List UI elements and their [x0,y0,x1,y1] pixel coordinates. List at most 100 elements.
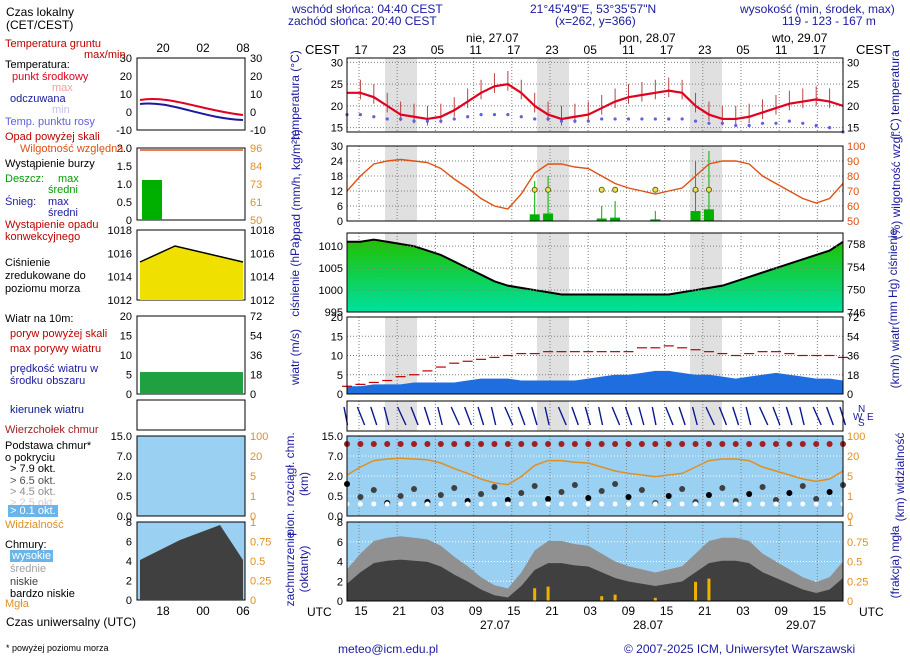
night-band-dir-1 [537,401,569,431]
bottom-hour-0: 15 [354,604,368,618]
legend-rain-sample [142,180,162,220]
cloudtop-12 [504,441,511,447]
dew-point-5 [412,119,416,123]
cloudtop-21 [625,441,632,447]
legend-wind-tick-left-2: 10 [120,350,132,362]
dew-point-27 [707,121,711,125]
dew-point-12 [506,112,510,117]
cloudtop-35 [813,441,820,447]
dew-point-24 [667,117,671,121]
legend-cl-tick-left-0: 8 [126,517,132,529]
precip-tick-left-5: 0 [337,216,343,228]
cloudbase-low-33 [786,501,792,507]
pressure-line [347,238,844,296]
precip-tick-right-1: 90 [847,156,859,168]
day-label-3: wto, 29.07 [772,31,828,45]
dew-point-19 [600,117,604,121]
top-hour-8: 17 [660,43,674,57]
legend-temp-tick-left-4: -10 [116,125,132,137]
bottom-hour-5: 21 [545,604,559,618]
night-band-precip-1 [537,146,569,221]
legend-snow-max: max [48,196,69,208]
storm-marker-15 [545,186,552,193]
legend-cb-tick-right-4: 0 [250,511,256,523]
legend-wind-tick-right-3: 18 [250,370,262,382]
cloudtop-19 [598,441,605,447]
cloudbase-low-19 [599,501,605,507]
legend-precip-tick-right-0: 96 [250,143,262,155]
storm-marker-26 [692,186,699,193]
cloudbase-low-10 [478,501,484,507]
cl-tick-right-3: 0.25 [847,576,868,588]
legend-temp-tick-right-3: 0 [250,107,256,119]
cl-tick-right-0: 1 [847,517,853,529]
axis-wind-left: wiatr (m/s) [288,329,302,385]
cloudbase-low-14 [532,501,538,507]
precip-tick-right-0: 100 [847,141,865,153]
legend-mid: punkt środkowy [12,71,89,83]
dew-point-18 [586,119,590,123]
wind-tick-left-0: 20 [331,312,343,324]
legend-cl-tick-right-2: 0.5 [250,556,265,568]
dew-point-15 [546,117,550,121]
legend-over-scale: Opad powyżej skali [5,131,100,143]
cloudbase-low-31 [760,501,766,507]
legend-cb-tick-right-3: 1 [250,491,256,503]
dew-point-11 [492,112,497,117]
legend-temp-tick-left-0: 30 [120,53,132,65]
top-hour-3: 11 [469,43,482,57]
legend-cl-tick-left-2: 4 [126,556,132,568]
dew-point-21 [626,117,631,121]
legend-direction: kierunek wiatru [10,404,84,416]
dew-point-31 [760,121,765,125]
storm-marker-14 [531,186,538,193]
legend-storm: Wystąpienie burzy [5,158,95,170]
legend-wind-tick-left-4: 0 [126,389,132,401]
cloudbase-low-15 [545,501,551,507]
bottom-hour-11: 09 [775,604,789,618]
legend-rain: Deszcz: [5,173,45,185]
top-hour-4: 17 [507,43,521,57]
cloudbase-21 [625,494,632,500]
precip-tick-right-3: 70 [847,186,859,198]
top-hour-12: 17 [813,43,827,57]
dew-point-36 [827,126,832,130]
legend-wind-tick-left-3: 5 [126,370,132,382]
legend-bottom-hour-1: 00 [196,604,210,618]
cloudbase-low-18 [585,501,591,507]
wind-arrow-28 [718,406,728,426]
cloudbase-34 [799,483,806,489]
legend-cloudbase: Podstawa chmur* o pokryciu [5,440,92,464]
top-hour-5: 23 [545,43,559,57]
legend-precip-tick-left-1: 1.5 [117,161,132,173]
wind-arrow-26 [691,406,698,426]
cloudtop-1 [357,441,364,447]
cb-tick-left-3: 0.5 [328,491,343,503]
legend-cl-tick-left-1: 6 [126,537,132,549]
cloudbase-10 [478,491,485,497]
coords-label: 21°45'49"E, 53°35'57"N [530,2,657,16]
sunrise-label: wschód słońca: 04:40 CEST [292,2,443,16]
legend-press-tick-right-3: 1012 [250,295,274,307]
fog-bar-14 [533,588,537,601]
legend-cb-tick-right-2: 5 [250,471,256,483]
fog-bar-20 [613,594,617,601]
dew-point-34 [801,121,805,125]
legend-precip-tick-right-1: 84 [250,161,262,173]
cb-tick-right-4: 0 [847,511,853,523]
cloudtop-13 [518,441,525,447]
email-link[interactable]: meteo@icm.edu.pl [338,642,439,656]
top-hour-0: 17 [354,43,368,57]
temp-tick-right-3: 15 [847,123,859,135]
cloudtop-22 [638,441,645,447]
cloudbase-35 [813,496,820,502]
cloudbase-18 [585,495,592,501]
panel-border-dir [346,400,844,432]
cloudtop-3 [384,441,391,447]
legend-cloud-sample [140,525,243,600]
legend-snow: Śnieg: [5,196,37,208]
dew-point-30 [747,123,751,128]
wind-tick-left-4: 0 [337,389,343,401]
cloudbase-low-34 [800,501,806,507]
